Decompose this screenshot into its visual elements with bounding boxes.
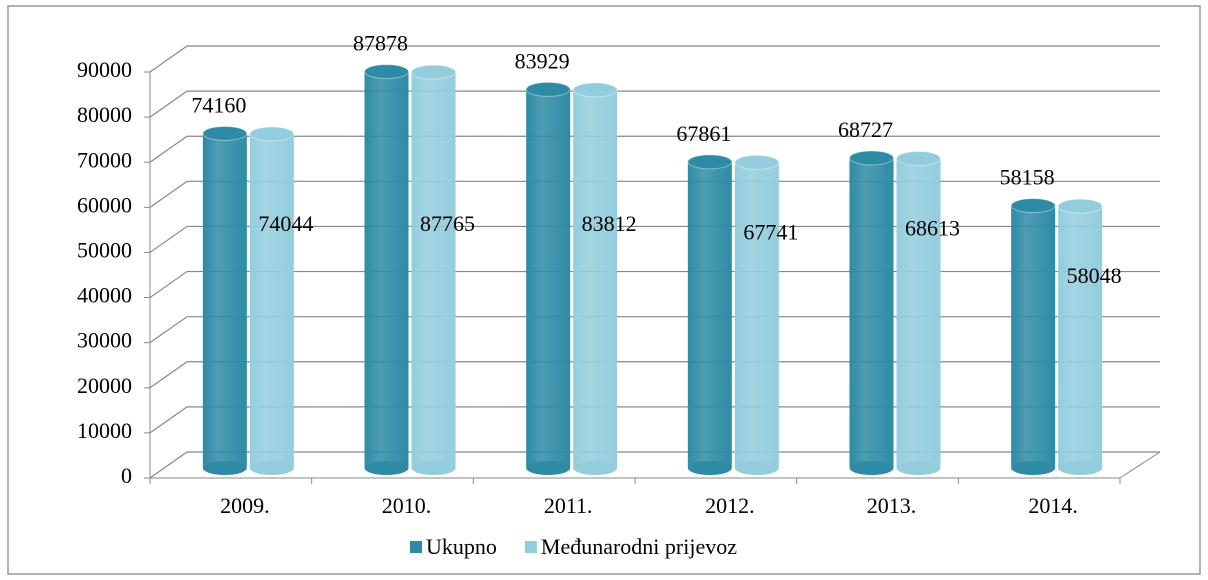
bar (249, 133, 294, 468)
bar (526, 89, 571, 468)
y-tick-label: 50000 (77, 237, 132, 262)
x-tick-label: 2011. (544, 493, 593, 518)
y-tick-label: 40000 (77, 283, 132, 308)
bar (202, 133, 247, 468)
bar-top (1057, 198, 1103, 214)
grid-line (149, 451, 1160, 479)
bar-top (896, 150, 941, 166)
bar (411, 72, 456, 468)
x-tick-label: 2013. (867, 493, 917, 518)
grid-line (149, 45, 1160, 73)
x-tick-label: 2012. (705, 493, 755, 518)
legend-label: Ukupno (426, 534, 497, 559)
data-label: 74044 (258, 211, 313, 236)
grid-line (149, 225, 1160, 253)
bar-top (525, 81, 571, 97)
y-tick-label: 80000 (77, 102, 132, 127)
data-label: 68727 (838, 117, 893, 142)
bar (1011, 205, 1056, 468)
data-label: 87765 (420, 211, 475, 236)
y-tick-label: 10000 (77, 418, 132, 443)
bar (849, 157, 894, 469)
data-label: 83929 (515, 48, 570, 73)
bar (573, 89, 618, 468)
legend-swatch (524, 541, 537, 553)
bar (364, 71, 409, 469)
bar-top (1010, 198, 1056, 214)
x-tick-label: 2014. (1028, 493, 1078, 518)
grid-line (149, 135, 1160, 163)
bar-top (364, 64, 409, 80)
y-tick-label: 90000 (77, 57, 132, 82)
bar-top (411, 64, 456, 80)
y-tick-label: 20000 (77, 373, 132, 398)
data-label: 58158 (1000, 165, 1055, 190)
bar (687, 161, 732, 468)
grid-line (149, 406, 1160, 434)
y-tick-label: 0 (121, 463, 132, 488)
data-label: 67741 (743, 219, 798, 244)
bar-top (849, 150, 894, 166)
data-label: 68613 (905, 216, 960, 241)
bar (734, 162, 779, 468)
data-label: 74160 (191, 93, 246, 118)
bar-top (249, 126, 295, 142)
data-label: 83812 (582, 211, 637, 236)
grid-line (149, 270, 1160, 299)
grid-line (149, 180, 1160, 208)
data-label: 58048 (1067, 263, 1122, 288)
y-tick-label: 60000 (77, 192, 132, 217)
data-label: 67861 (676, 121, 731, 146)
bar (1058, 206, 1103, 468)
legend-label: Međunarodni prijevoz (541, 534, 737, 559)
grid-line (149, 361, 1160, 389)
bar-top (572, 82, 618, 98)
legend-swatch (410, 541, 422, 553)
x-tick-label: 2009. (220, 493, 270, 518)
grid-line (149, 316, 1160, 344)
x-tick-label: 2010. (382, 493, 432, 518)
y-tick-label: 30000 (77, 328, 132, 353)
bar (896, 158, 941, 468)
bar-top (734, 154, 780, 170)
bar-top (687, 154, 733, 170)
y-tick-label: 70000 (77, 147, 132, 172)
data-label: 87878 (353, 31, 408, 56)
grid-line (149, 90, 1160, 118)
floor-edge (1119, 451, 1161, 479)
bar-top (202, 125, 248, 141)
